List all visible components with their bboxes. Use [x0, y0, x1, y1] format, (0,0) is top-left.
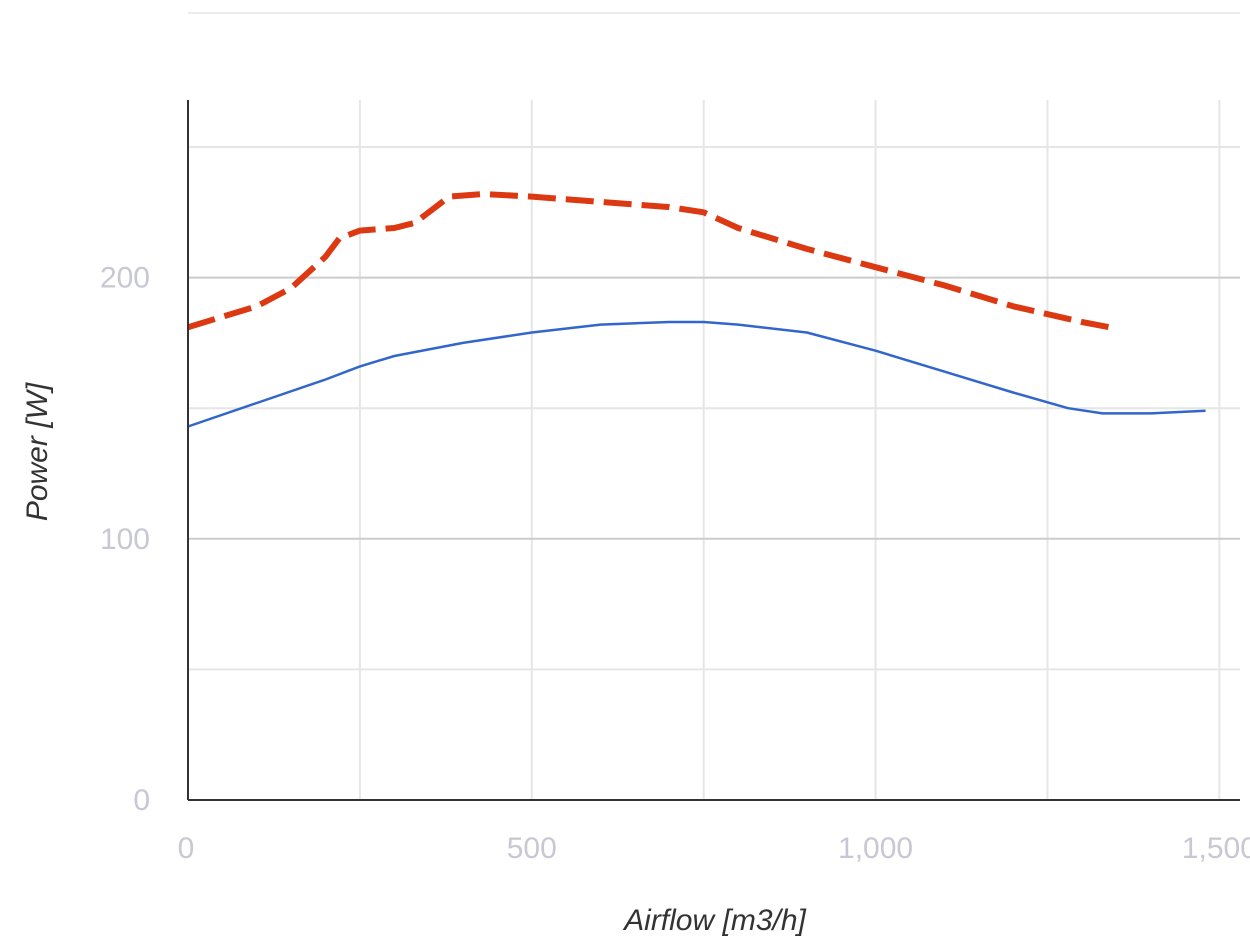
x-axis-title: Airflow [m3/h]: [622, 904, 806, 937]
x-tick-labels: 0 500 1,000 1,500: [178, 832, 1250, 865]
series-line-1: [187, 320, 1206, 428]
series-line-0: [187, 191, 1110, 331]
y-tick-labels: 0 100 200: [100, 262, 150, 817]
y-gridlines: [188, 146, 1240, 671]
y-tick-label-0: 0: [133, 784, 150, 817]
series-lines: [187, 191, 1206, 428]
x-tick-label-2: 1,000: [838, 832, 913, 865]
y-axis-title: Power [W]: [21, 382, 54, 521]
x-tick-label-1: 500: [507, 832, 557, 865]
y-tick-label-1: 100: [100, 523, 150, 556]
x-tick-label-0: 0: [178, 832, 195, 865]
x-tick-label-3: 1,500: [1182, 832, 1250, 865]
y-tick-label-2: 200: [100, 262, 150, 295]
x-gridlines: [358, 100, 1221, 800]
